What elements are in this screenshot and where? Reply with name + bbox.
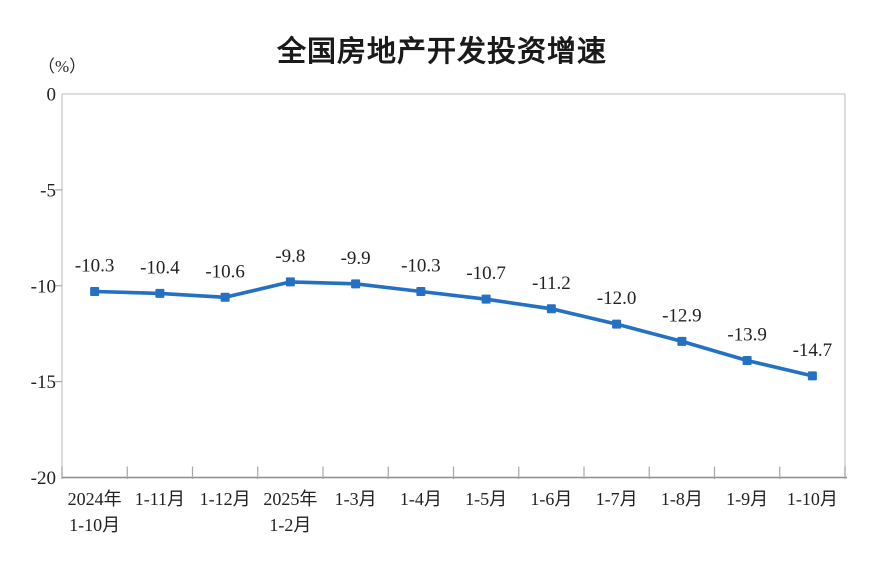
data-series-line xyxy=(92,280,815,378)
y-tick-label: 0 xyxy=(47,85,57,106)
chart-title: 全国房地产开发投资增速 xyxy=(276,36,607,68)
x-category-label: 1-6月 xyxy=(530,489,572,509)
x-category-label: 1-8月 xyxy=(661,489,703,509)
data-point-label: -12.9 xyxy=(662,305,702,326)
data-point-marker xyxy=(481,294,491,304)
data-point-label: -14.7 xyxy=(793,340,833,361)
data-point-label: -10.7 xyxy=(466,263,506,284)
data-point-marker xyxy=(285,277,295,287)
data-point-marker xyxy=(612,319,622,329)
data-point-label: -10.6 xyxy=(205,261,245,282)
x-category-label: 1-5月 xyxy=(465,489,507,509)
data-point-label: -12.0 xyxy=(597,288,637,309)
y-tick-label: -5 xyxy=(40,180,56,201)
y-tick-label: -15 xyxy=(31,372,56,393)
x-category-label: 1-3月 xyxy=(335,489,377,509)
data-point-marker xyxy=(90,287,100,297)
x-category-label: 1-12月 xyxy=(200,489,251,509)
x-category-label: 1-9月 xyxy=(726,489,768,509)
data-point-marker xyxy=(807,371,817,381)
data-point-label: -13.9 xyxy=(727,325,767,346)
x-category-label: 1-10月 xyxy=(787,489,838,509)
data-point-marker xyxy=(416,287,426,297)
data-point-marker xyxy=(351,279,361,289)
data-point-label: -10.4 xyxy=(140,257,180,278)
data-point-marker xyxy=(546,304,556,314)
data-point-marker xyxy=(742,356,752,366)
data-point-label: -10.3 xyxy=(75,256,115,277)
data-point-label: -10.3 xyxy=(401,256,441,277)
x-category-label: 2024年 1-10月 xyxy=(68,489,122,535)
data-point-marker xyxy=(677,336,687,346)
y-tick-label: -20 xyxy=(31,468,56,489)
y-tick-label: -10 xyxy=(31,276,56,297)
data-point-marker xyxy=(155,288,165,298)
y-axis-unit-label: （%） xyxy=(38,57,87,76)
data-point-label: -9.8 xyxy=(275,246,305,267)
x-category-label: 1-7月 xyxy=(596,489,638,509)
x-category-label: 2025年 1-2月 xyxy=(263,489,317,535)
data-point-marker xyxy=(220,292,230,302)
x-category-label: 1-4月 xyxy=(400,489,442,509)
data-point-label: -9.9 xyxy=(341,248,371,269)
data-point-label: -11.2 xyxy=(532,273,571,294)
x-category-label: 1-11月 xyxy=(135,489,185,509)
